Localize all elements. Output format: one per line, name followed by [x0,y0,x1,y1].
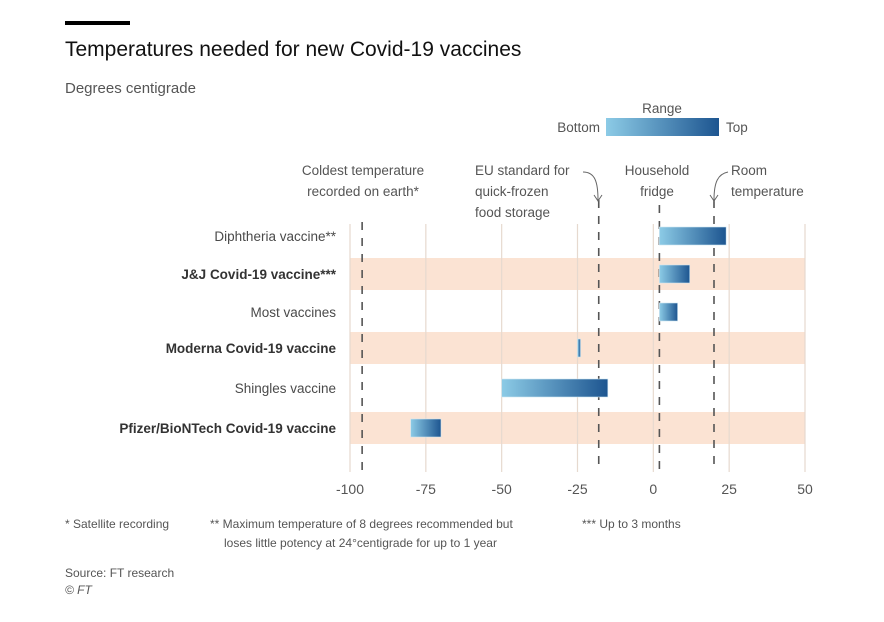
category-label: Shingles vaccine [235,381,336,396]
category-label: Diphtheria vaccine** [214,229,336,244]
reference-label: temperature [731,184,804,199]
category-label: Pfizer/BioNTech Covid-19 vaccine [119,421,336,436]
legend: Range Bottom Top [557,101,748,136]
title-rule [65,21,130,25]
footnote-3: *** Up to 3 months [582,517,681,531]
category-label: J&J Covid-19 vaccine*** [181,267,336,282]
range-bar [659,264,691,284]
chart-title: Temperatures needed for new Covid-19 vac… [65,38,521,61]
x-tick-label: -50 [492,481,512,497]
range-bar [577,338,581,358]
footnote-1: * Satellite recording [65,517,169,531]
legend-top-label: Top [726,120,748,135]
reference-label: fridge [640,184,674,199]
chart-subtitle: Degrees centigrade [65,80,196,97]
reference-label: food storage [475,205,550,220]
range-bar [410,418,442,438]
x-tick-label: -100 [336,481,364,497]
category-label: Most vaccines [250,305,336,320]
x-tick-label: 25 [721,481,737,497]
reference-label: Household [625,163,690,178]
x-tick-label: 0 [649,481,657,497]
footnote-2-cont: loses little potency at 24°centigrade fo… [224,536,497,550]
x-tick-label: -25 [567,481,587,497]
reference-label: Coldest temperature [302,163,424,178]
footnotes: * Satellite recording ** Maximum tempera… [65,517,681,597]
copyright: © FT [65,583,94,597]
legend-bottom-label: Bottom [557,120,600,135]
reference-label: recorded on earth* [307,184,420,199]
category-label: Moderna Covid-19 vaccine [166,341,337,356]
legend-gradient [606,118,719,136]
x-tick-label: 50 [797,481,813,497]
reference-label: Room [731,163,767,178]
x-tick-label: -75 [416,481,436,497]
source: Source: FT research [65,566,174,580]
arrow-icon [709,171,729,202]
arrow-icon [582,171,603,202]
footnote-2: ** Maximum temperature of 8 degrees reco… [210,517,513,531]
range-bar [659,226,727,246]
reference-label: EU standard for [475,163,570,178]
legend-title: Range [642,101,682,116]
range-bar [659,302,678,322]
range-bar [501,378,609,398]
reference-label: quick-frozen [475,184,549,199]
